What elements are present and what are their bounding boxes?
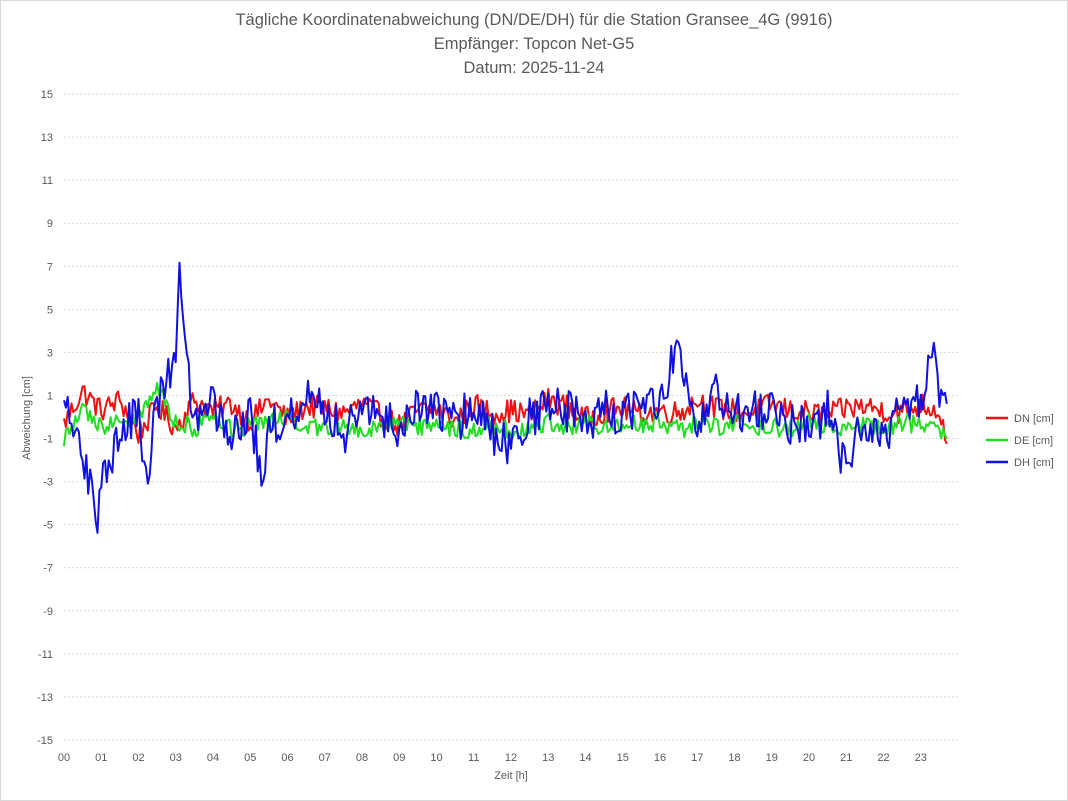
x-tick-label: 02: [132, 752, 144, 764]
x-axis-label: Zeit [h]: [494, 770, 528, 782]
y-tick-label: 9: [47, 218, 53, 230]
x-tick-label: 23: [915, 752, 927, 764]
x-tick-label: 05: [244, 752, 256, 764]
legend: DN [cm] DE [cm] DH [cm]: [986, 413, 1054, 469]
x-tick-label: 15: [617, 752, 629, 764]
x-tick-label: 21: [840, 752, 852, 764]
x-tick-label: 14: [579, 752, 591, 764]
y-tick-label: -15: [37, 735, 53, 747]
series-line-dn: [63, 385, 948, 445]
y-tick-label: -7: [43, 563, 53, 575]
y-tick-label: -3: [43, 477, 53, 489]
x-tick-label: 17: [691, 752, 703, 764]
grid-lines: [64, 93, 958, 741]
x-tick-label: 07: [319, 752, 331, 764]
y-tick-label: -11: [38, 649, 53, 661]
y-tick-label: 1: [47, 390, 53, 402]
y-axis-ticks: 15 13 11 9 7 5 3 1 -1 -3 -5 -7 -9 -11 -13 -15: [37, 89, 53, 747]
x-tick-label: 06: [281, 752, 293, 764]
x-tick-label: 03: [170, 752, 182, 764]
y-tick-label: -1: [43, 434, 53, 446]
x-tick-label: 16: [654, 752, 666, 764]
x-tick-label: 22: [877, 752, 889, 764]
legend-label-dh: DH [cm]: [1014, 457, 1054, 469]
legend-label-de: DE [cm]: [1014, 435, 1053, 447]
y-tick-label: 5: [47, 304, 53, 316]
y-tick-label: 11: [42, 175, 53, 187]
x-tick-label: 18: [728, 752, 740, 764]
chart-subtitle-receiver: Empfänger: Topcon Net-G5: [433, 35, 635, 53]
legend-label-dn: DN [cm]: [1014, 413, 1054, 425]
y-tick-label: 3: [47, 347, 53, 359]
x-tick-label: 20: [803, 752, 815, 764]
x-tick-label: 19: [766, 752, 778, 764]
series-lines: [63, 261, 948, 534]
x-axis-ticks: 00 01 02 03 04 05 06 07 08 09 10 11 12 13 14 15 16 17 18 19…: [58, 752, 927, 764]
x-tick-label: 10: [430, 752, 442, 764]
y-tick-label: 15: [41, 89, 53, 101]
series-line-dh: [63, 261, 948, 534]
y-tick-label: -13: [37, 692, 53, 704]
chart-title: Tägliche Koordinatenabweichung (DN/DE/DH…: [235, 11, 833, 29]
x-tick-label: 08: [356, 752, 368, 764]
y-tick-label: 7: [47, 261, 53, 273]
x-tick-label: 12: [505, 752, 517, 764]
y-tick-label: 13: [41, 132, 53, 144]
y-tick-label: -9: [43, 606, 53, 618]
x-tick-label: 00: [58, 752, 70, 764]
x-tick-label: 01: [95, 752, 107, 764]
y-tick-label: -5: [43, 520, 53, 532]
x-tick-label: 09: [393, 752, 405, 764]
x-tick-label: 04: [207, 752, 219, 764]
x-tick-label: 13: [542, 752, 554, 764]
y-axis-label: Abweichung [cm]: [21, 376, 33, 460]
chart-subtitle-date: Datum: 2025-11-24: [463, 59, 605, 77]
x-tick-label: 11: [468, 752, 479, 764]
